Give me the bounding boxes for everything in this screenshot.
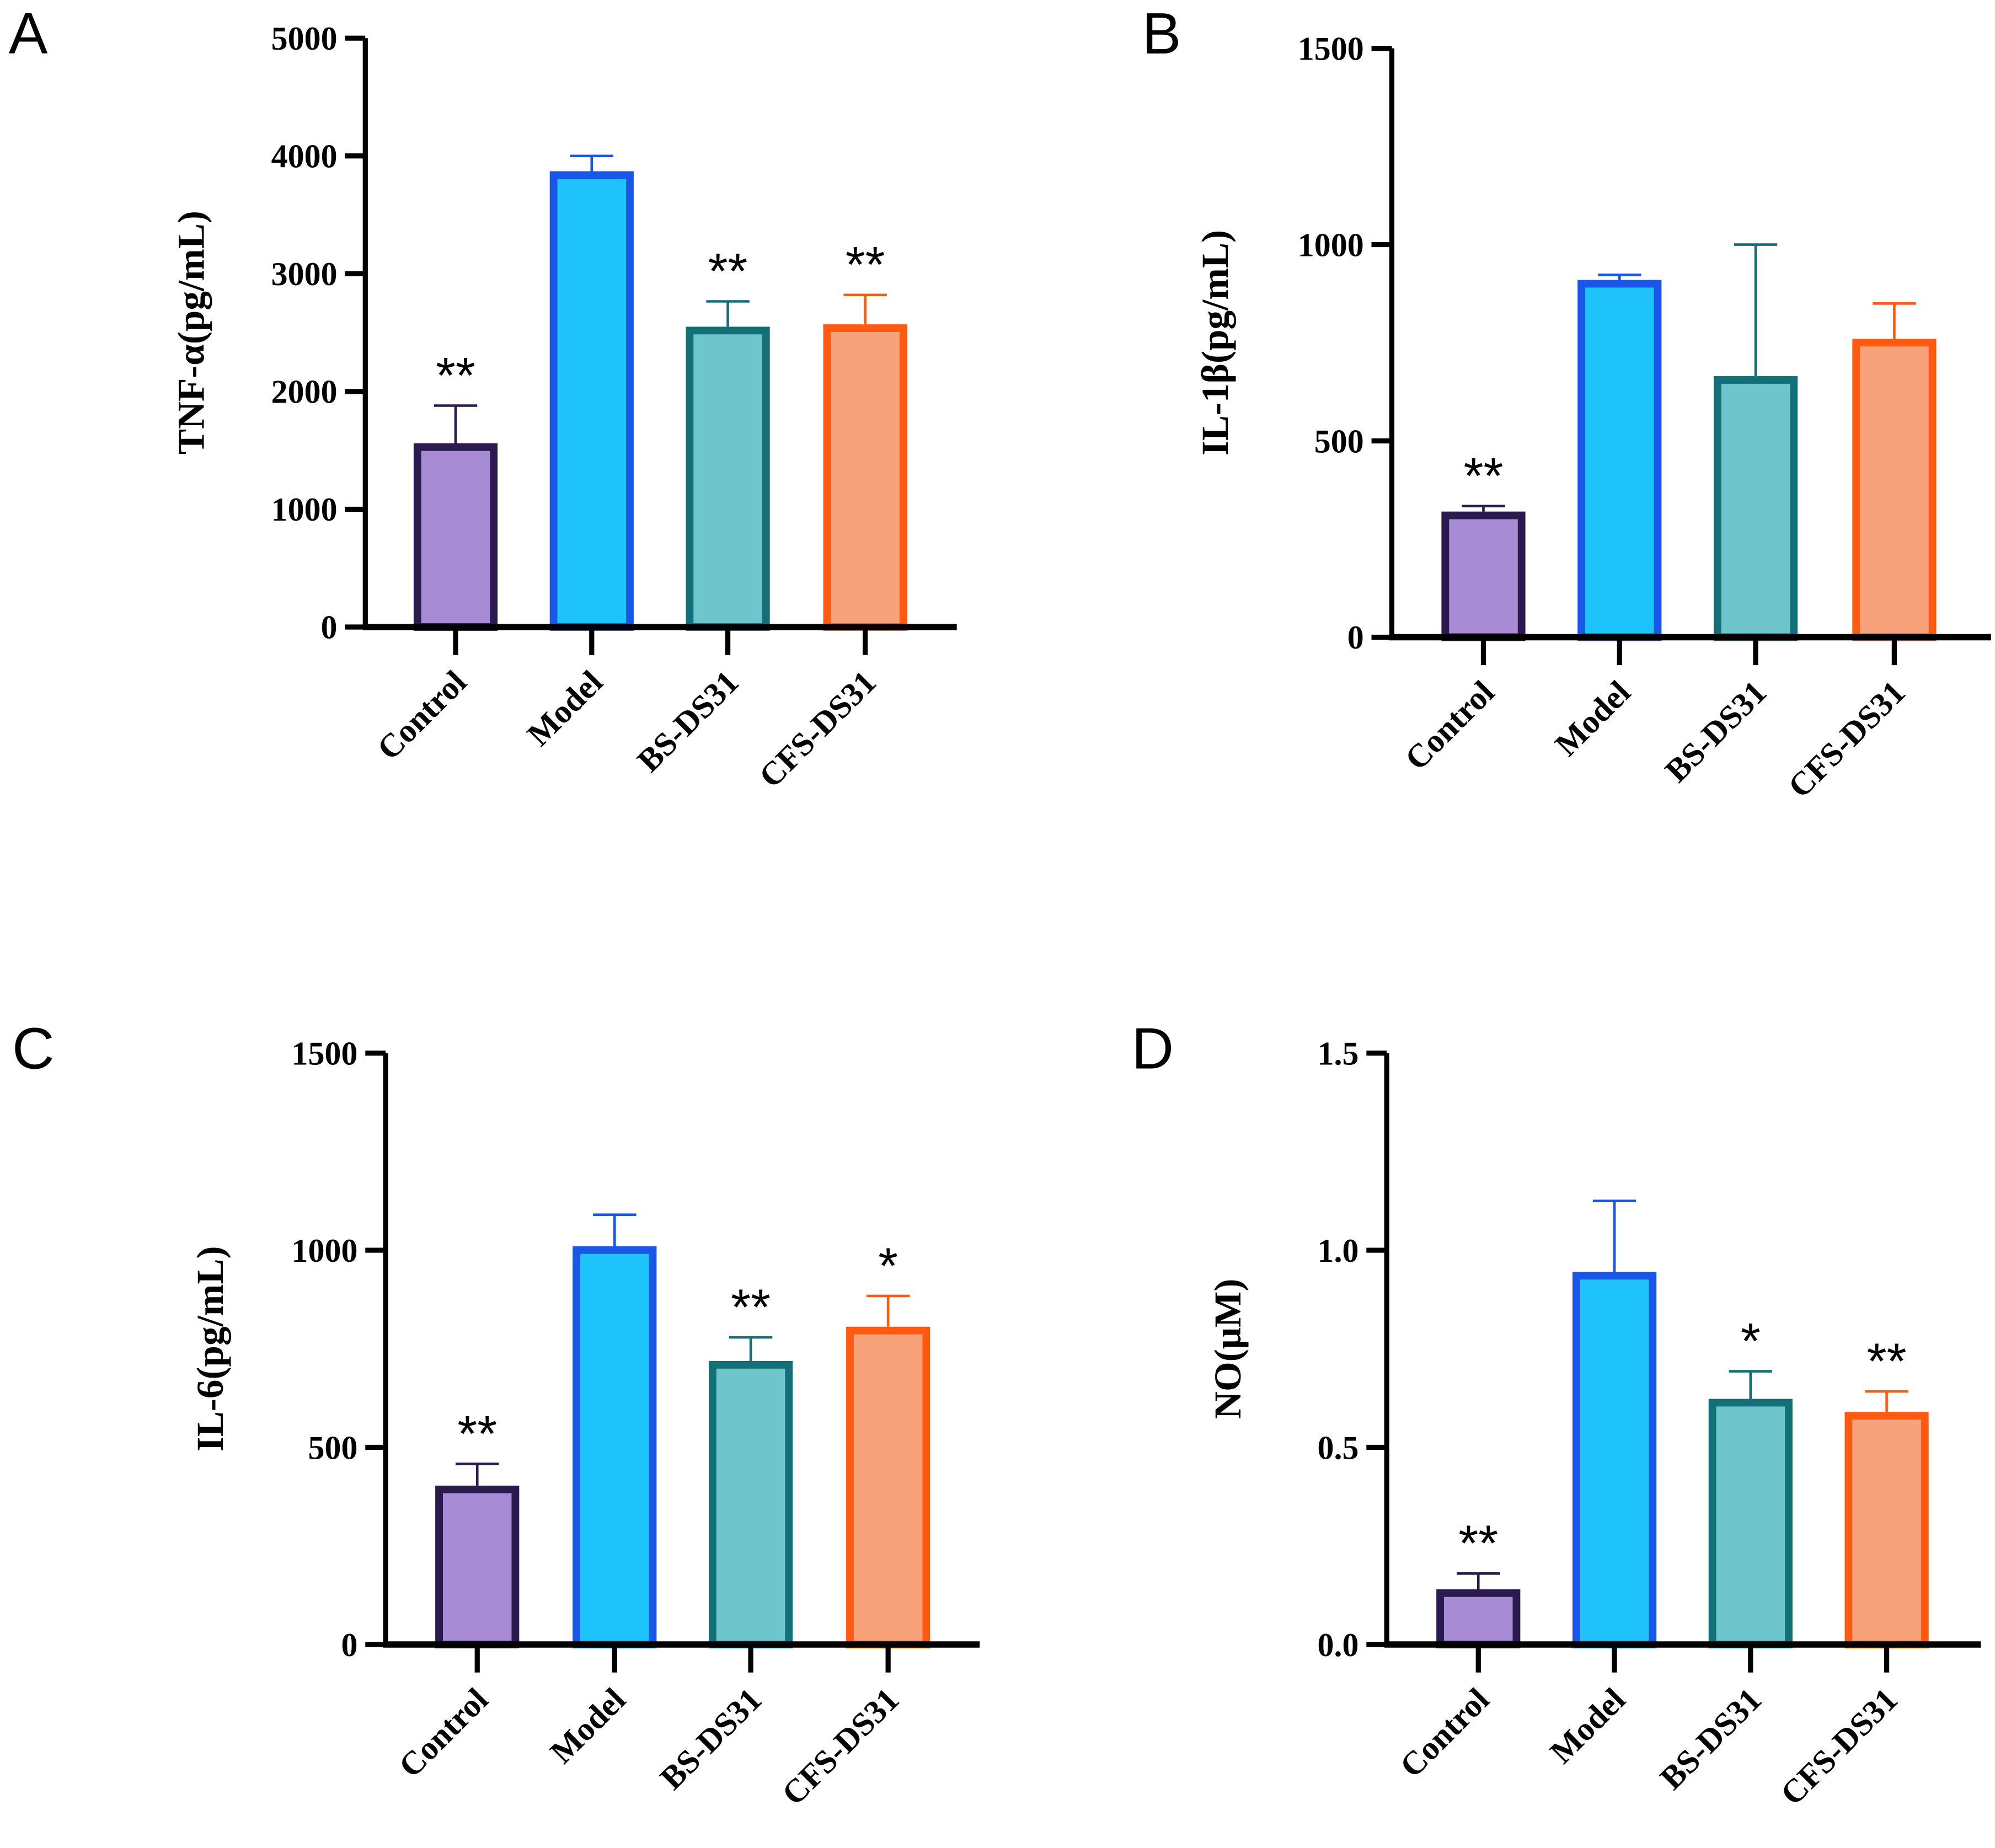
bar-cfs-ds31 — [823, 324, 907, 631]
bar-bs-ds31 — [708, 1360, 793, 1648]
y-tick-label: 0 — [1347, 619, 1364, 656]
panel-label: D — [1132, 1016, 1174, 1081]
y-tick-label: 1500 — [292, 1035, 358, 1072]
significance-label: ** — [846, 236, 885, 293]
bar-control — [1441, 511, 1526, 641]
y-tick-label: 2000 — [271, 374, 338, 410]
bar-model — [549, 171, 634, 631]
chart-panel-b: B IL-1β(pg/mL) ** Control Model BS-DS31 CFS-DS… — [1142, 1, 1991, 805]
y-axis-title: IL-1β(pg/mL) — [1194, 230, 1236, 456]
bar-model — [1572, 1272, 1657, 1648]
significance-label: ** — [731, 1278, 771, 1336]
bar-model — [573, 1246, 657, 1648]
significance-label: ** — [436, 346, 475, 404]
panel-label: A — [9, 1, 48, 66]
y-tick-label: 500 — [1314, 423, 1364, 459]
y-tick-label: 0 — [341, 1627, 357, 1663]
x-tick-label: BS-DS31 — [1658, 674, 1773, 789]
y-tick-label: 0.0 — [1318, 1627, 1359, 1663]
y-tick-label: 500 — [308, 1429, 358, 1466]
x-tick-label: Control — [1393, 1681, 1496, 1784]
chart-panel-c: C IL-6(pg/mL) ** Control Model ** BS-DS31 * CFS-… — [12, 1016, 980, 1812]
panel-label: B — [1142, 1, 1181, 66]
bar-cfs-ds31 — [1852, 339, 1937, 641]
significance-label: ** — [457, 1405, 497, 1462]
x-tick-label: Model — [543, 1681, 633, 1770]
y-tick-label: 1.0 — [1318, 1233, 1359, 1269]
y-tick-label: 1000 — [271, 491, 338, 528]
x-tick-label: Control — [370, 663, 473, 767]
bar-control — [435, 1485, 520, 1648]
significance-label: ** — [1464, 447, 1504, 505]
significance-label: ** — [708, 242, 748, 299]
bar-bs-ds31 — [1713, 376, 1798, 641]
significance-label: * — [1741, 1312, 1761, 1369]
x-tick-label: BS-DS31 — [630, 663, 746, 779]
y-tick-label: 1.5 — [1318, 1035, 1359, 1072]
x-tick-label: Model — [520, 663, 609, 753]
x-tick-label: CFS-DS31 — [752, 663, 882, 794]
panel-label: C — [12, 1016, 55, 1081]
y-tick-label: 3000 — [271, 256, 338, 292]
x-tick-label: BS-DS31 — [1653, 1681, 1768, 1796]
y-tick-label: 1000 — [1298, 227, 1364, 263]
x-tick-label: Control — [392, 1681, 495, 1784]
x-tick-label: CFS-DS31 — [775, 1681, 906, 1812]
bar-bs-ds31 — [1708, 1399, 1793, 1648]
y-tick-label: 5000 — [271, 20, 338, 57]
x-tick-label: Model — [1548, 674, 1637, 763]
bar-control — [1436, 1589, 1521, 1648]
bar-model — [1577, 280, 1662, 641]
significance-label: ** — [1458, 1514, 1498, 1572]
bar-cfs-ds31 — [1844, 1412, 1929, 1648]
y-tick-label: 1000 — [292, 1233, 358, 1269]
x-tick-label: BS-DS31 — [653, 1681, 768, 1796]
x-tick-label: Control — [1398, 674, 1501, 777]
y-axis-title: IL-6(pg/mL) — [189, 1246, 231, 1451]
significance-label: ** — [1867, 1332, 1907, 1390]
y-axis-title: TNF-α(pg/mL) — [169, 211, 212, 454]
y-tick-label: 0.5 — [1318, 1429, 1359, 1466]
y-tick-label: 0 — [321, 609, 338, 646]
x-tick-label: CFS-DS31 — [1781, 674, 1912, 805]
x-tick-label: Model — [1543, 1681, 1632, 1770]
chart-panel-d: D NO(μM) ** Control Model * BS-DS31 ** CFS-DS31 0… — [1132, 1016, 1981, 1812]
y-tick-label: 1500 — [1298, 30, 1364, 67]
chart-panel-a: A TNF-α(pg/mL) ** Control Model ** BS-DS31 ** CF… — [9, 1, 957, 795]
y-tick-label: 4000 — [271, 138, 338, 175]
bar-control — [413, 443, 498, 631]
significance-label: * — [878, 1237, 898, 1294]
bar-bs-ds31 — [686, 326, 770, 631]
x-tick-label: CFS-DS31 — [1773, 1681, 1904, 1812]
y-axis-title: NO(μM) — [1206, 1279, 1249, 1419]
bar-cfs-ds31 — [846, 1326, 930, 1648]
